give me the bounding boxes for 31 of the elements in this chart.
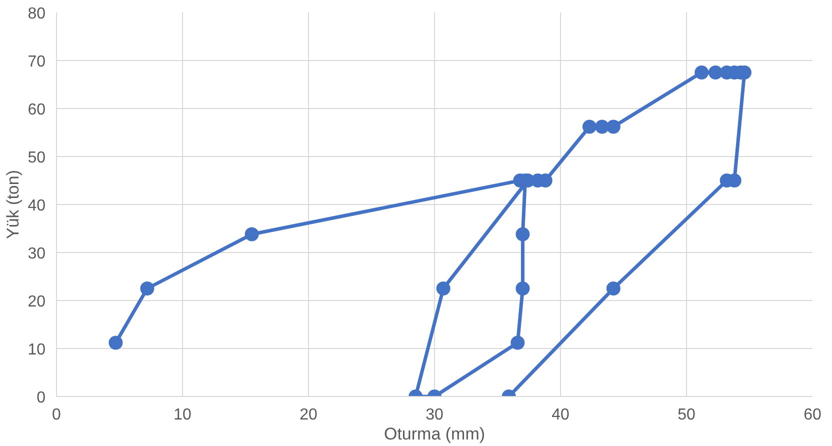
y-tick-label: 30 bbox=[28, 246, 46, 262]
point bbox=[436, 282, 450, 296]
point bbox=[606, 120, 620, 134]
point bbox=[108, 336, 123, 350]
x-tick-label: 60 bbox=[804, 406, 822, 424]
point bbox=[694, 66, 709, 80]
y-tick-label: 10 bbox=[28, 342, 46, 358]
point bbox=[516, 227, 530, 242]
y-tick-label: 20 bbox=[28, 294, 46, 310]
y-tick-label: 40 bbox=[28, 198, 46, 214]
y-tick-label: 0 bbox=[36, 390, 46, 406]
y-tick-label: 60 bbox=[28, 102, 46, 118]
x-tick-label: 0 bbox=[52, 406, 62, 424]
point bbox=[708, 66, 722, 80]
point bbox=[516, 282, 530, 296]
point bbox=[582, 120, 596, 134]
x-tick-label: 50 bbox=[678, 406, 696, 424]
point bbox=[244, 227, 259, 242]
point bbox=[140, 282, 154, 296]
point bbox=[595, 120, 610, 134]
y-tick-label: 50 bbox=[28, 150, 46, 166]
x-tick-label: 40 bbox=[552, 406, 570, 424]
y-tick-label: 80 bbox=[28, 6, 46, 22]
point bbox=[510, 336, 525, 350]
x-tick-label: 20 bbox=[300, 406, 318, 424]
x-axis-title: Oturma (mm) bbox=[384, 424, 486, 444]
x-tick-label: 30 bbox=[426, 406, 444, 424]
point bbox=[606, 282, 620, 296]
y-tick-label: 70 bbox=[28, 54, 46, 70]
y-axis-title: Yük (ton) bbox=[4, 170, 23, 239]
x-tick-label: 10 bbox=[174, 406, 192, 424]
